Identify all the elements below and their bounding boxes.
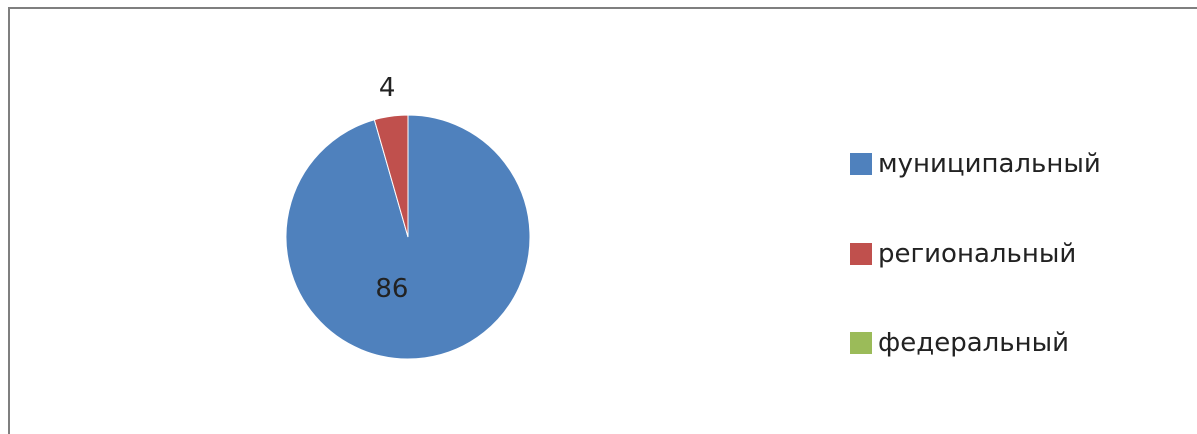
data-label-municipal: 86 (375, 274, 408, 304)
legend-item-municipal: муниципальный (850, 144, 1101, 184)
chart-frame (8, 7, 1197, 434)
legend-label-regional: региональный (878, 239, 1077, 269)
legend-swatch-municipal (850, 153, 872, 175)
legend-swatch-federal (850, 332, 872, 354)
legend-label-federal: федеральный (878, 328, 1070, 358)
legend-swatch-regional (850, 243, 872, 265)
pie-slice-regional (373, 114, 409, 238)
legend-item-federal: федеральный (850, 323, 1069, 363)
data-label-regional: 4 (379, 73, 396, 103)
legend-label-municipal: муниципальный (878, 149, 1101, 179)
legend-item-regional: региональный (850, 234, 1076, 274)
